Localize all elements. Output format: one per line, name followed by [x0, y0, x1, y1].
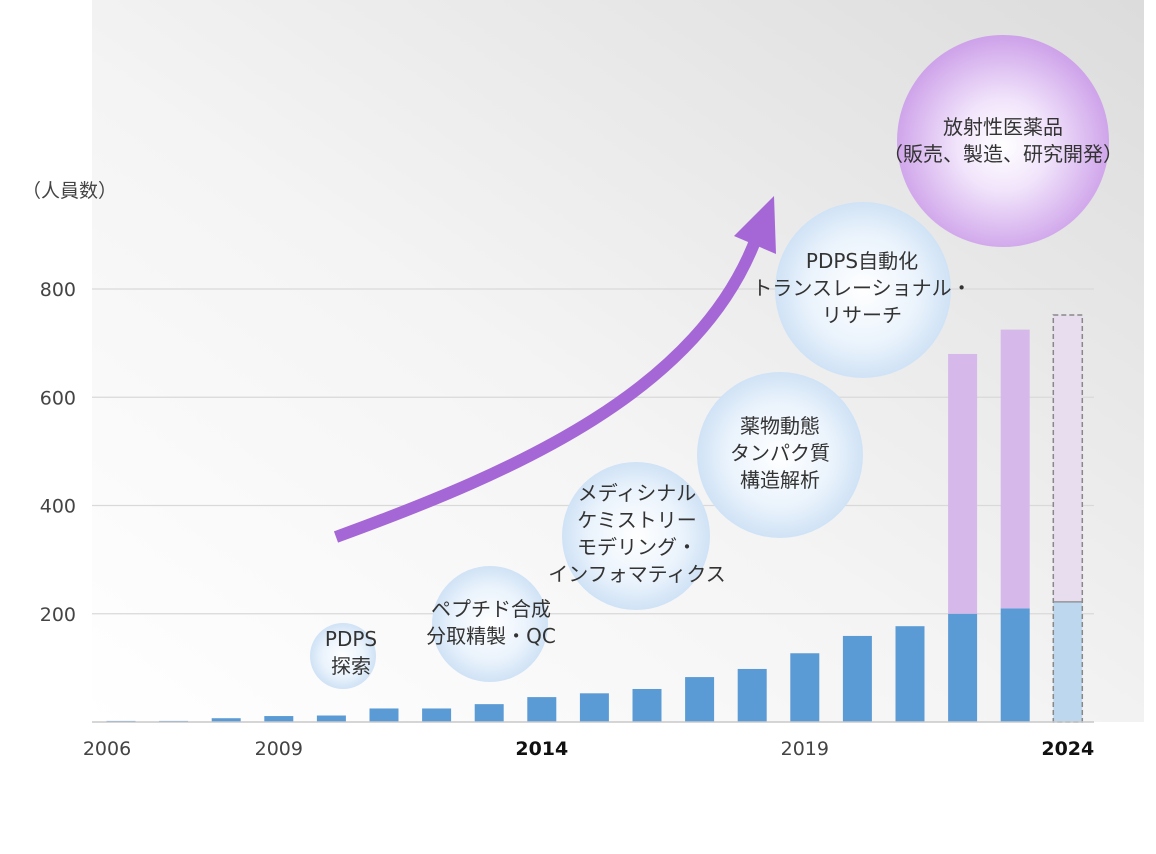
y-tick-label: 400: [40, 496, 76, 518]
bubble-radiopharmaceuticals-text: 放射性医薬品 （販売、製造、研究開発）: [883, 114, 1123, 168]
bar-radiopharma: [1053, 314, 1083, 602]
y-tick-label: 600: [40, 387, 76, 409]
y-tick-label: 200: [40, 604, 76, 626]
bubble-line: PDPS: [324, 627, 378, 651]
bubble-line: トランスレーショナル・: [752, 276, 972, 300]
x-tick-label: 2014: [515, 738, 568, 760]
bubble-pharmacokinetics-text: 薬物動態 タンパク質 構造解析: [730, 413, 830, 494]
bubble-radiopharmaceuticals: [897, 35, 1109, 247]
bar-radiopharma: [948, 353, 978, 614]
bubble-peptide-text: ペプチド合成 分取精製・QC: [426, 596, 556, 650]
bar-staff: [1000, 608, 1030, 722]
bubble-automation: [775, 202, 951, 378]
bubble-line: ペプチド合成: [431, 597, 551, 621]
x-tick-label: 2006: [83, 738, 131, 760]
bubble-line: 薬物動態: [740, 414, 820, 438]
bar-staff: [685, 677, 715, 722]
bubble-pdps-search: [310, 623, 376, 689]
bubble-line: 放射性医薬品: [943, 115, 1063, 139]
x-tick-label: 2019: [781, 738, 829, 760]
bars: [106, 314, 1084, 723]
bar-staff: [211, 718, 241, 722]
bar-staff: [474, 704, 504, 722]
bar-staff: [948, 613, 978, 722]
bubble-line: ケミストリー: [577, 508, 697, 532]
bar-staff: [422, 708, 452, 722]
axes: 200 400 600 800 2006 2009 2014 2019 2024: [40, 279, 1095, 760]
bar-staff: [369, 708, 399, 722]
bar-staff: [527, 697, 557, 722]
bar-staff: [895, 626, 925, 722]
y-tick-label: 800: [40, 279, 76, 301]
bar-staff: [264, 716, 294, 722]
bubble-medicinal-text: メディシナル ケミストリー モデリング・ インフォマティクス: [548, 480, 726, 588]
bar-staff: [632, 688, 662, 722]
x-tick-label: 2024: [1041, 738, 1094, 760]
bar-staff: [579, 693, 609, 722]
y-axis-unit-label: （人員数）: [22, 180, 118, 202]
bar-staff: [790, 653, 820, 722]
bubble-line: PDPS自動化: [805, 249, 919, 273]
bar-staff: [842, 635, 872, 722]
bubble-line: タンパク質: [730, 441, 830, 465]
bar-staff: [1053, 601, 1083, 722]
bubble-pdps-search-text: PDPS 探索: [325, 626, 377, 680]
bubble-line: メディシナル: [577, 481, 697, 505]
bubble-line: （販売、製造、研究開発）: [883, 142, 1123, 166]
bar-radiopharma: [1000, 329, 1030, 609]
bubble-line: モデリング・: [576, 535, 697, 559]
bubble-automation-text: PDPS自動化 トランスレーショナル・ リサーチ: [752, 248, 971, 329]
bubble-peptide: [432, 566, 548, 682]
bubble-line: インフォマティクス: [548, 562, 726, 586]
bubble-line: 分取精製・QC: [426, 624, 556, 648]
bar-staff: [316, 715, 346, 722]
bubble-line: リサーチ: [821, 303, 902, 327]
bubble-line: 構造解析: [740, 468, 820, 492]
x-tick-label: 2009: [255, 738, 303, 760]
bubble-line: 探索: [331, 654, 371, 678]
bar-staff: [737, 668, 767, 722]
